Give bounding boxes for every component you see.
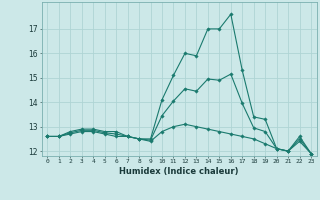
- X-axis label: Humidex (Indice chaleur): Humidex (Indice chaleur): [119, 167, 239, 176]
